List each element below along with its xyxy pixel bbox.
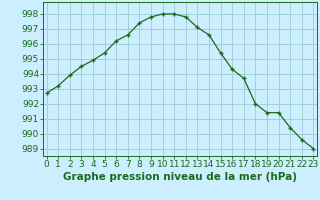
X-axis label: Graphe pression niveau de la mer (hPa): Graphe pression niveau de la mer (hPa)	[63, 172, 297, 182]
